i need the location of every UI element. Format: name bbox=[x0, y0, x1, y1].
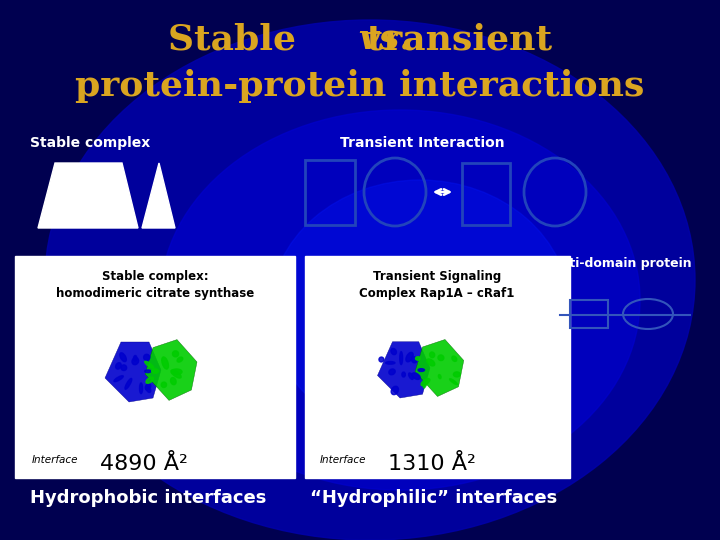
Bar bbox=[570, 300, 608, 328]
Polygon shape bbox=[415, 340, 464, 396]
Ellipse shape bbox=[125, 379, 132, 389]
Ellipse shape bbox=[391, 386, 398, 395]
Ellipse shape bbox=[409, 373, 413, 380]
Ellipse shape bbox=[140, 383, 143, 394]
Text: Transient Signaling
Complex Rap1A – cRaf1: Transient Signaling Complex Rap1A – cRaf… bbox=[359, 270, 515, 300]
Text: 4890 Å²: 4890 Å² bbox=[100, 454, 188, 474]
Ellipse shape bbox=[173, 351, 179, 357]
Ellipse shape bbox=[430, 352, 435, 357]
Text: Transient Interaction: Transient Interaction bbox=[340, 136, 505, 150]
Polygon shape bbox=[145, 340, 197, 400]
Polygon shape bbox=[105, 342, 161, 402]
Ellipse shape bbox=[386, 362, 395, 364]
Ellipse shape bbox=[415, 357, 420, 360]
Bar bbox=[305, 160, 355, 225]
Ellipse shape bbox=[402, 372, 405, 377]
Ellipse shape bbox=[121, 365, 127, 370]
Ellipse shape bbox=[379, 357, 384, 362]
Ellipse shape bbox=[161, 382, 166, 388]
Ellipse shape bbox=[114, 376, 123, 382]
Ellipse shape bbox=[438, 375, 441, 379]
Ellipse shape bbox=[418, 369, 425, 372]
Ellipse shape bbox=[438, 355, 444, 361]
Text: 1310 Å²: 1310 Å² bbox=[388, 454, 476, 474]
Ellipse shape bbox=[171, 370, 181, 378]
Bar bbox=[305, 256, 570, 478]
Text: Stable complex:
homodimeric citrate synthase: Stable complex: homodimeric citrate synt… bbox=[56, 270, 254, 300]
Ellipse shape bbox=[270, 180, 570, 440]
Text: Interface: Interface bbox=[320, 455, 366, 465]
Text: Interface: Interface bbox=[32, 455, 78, 465]
Polygon shape bbox=[377, 342, 430, 398]
Ellipse shape bbox=[151, 369, 158, 373]
Ellipse shape bbox=[411, 357, 417, 363]
Bar bbox=[15, 256, 295, 478]
Ellipse shape bbox=[412, 373, 420, 380]
Text: Multi-domain protein: Multi-domain protein bbox=[544, 256, 692, 269]
Ellipse shape bbox=[449, 379, 457, 384]
Ellipse shape bbox=[116, 363, 121, 369]
Ellipse shape bbox=[452, 356, 456, 361]
Ellipse shape bbox=[146, 387, 150, 393]
Ellipse shape bbox=[177, 357, 183, 362]
Ellipse shape bbox=[132, 357, 139, 364]
Ellipse shape bbox=[421, 379, 430, 386]
Ellipse shape bbox=[162, 357, 168, 369]
Ellipse shape bbox=[391, 348, 397, 355]
Ellipse shape bbox=[145, 370, 151, 373]
Ellipse shape bbox=[423, 379, 428, 388]
Ellipse shape bbox=[400, 352, 402, 365]
Ellipse shape bbox=[145, 361, 154, 368]
Ellipse shape bbox=[120, 353, 126, 362]
Text: protein-protein interactions: protein-protein interactions bbox=[76, 69, 644, 103]
Ellipse shape bbox=[45, 20, 695, 540]
Ellipse shape bbox=[144, 354, 150, 361]
Ellipse shape bbox=[427, 359, 435, 366]
Ellipse shape bbox=[171, 369, 182, 375]
Bar bbox=[462, 163, 510, 225]
Text: Stable         transient: Stable transient bbox=[168, 23, 552, 57]
Ellipse shape bbox=[389, 369, 395, 375]
Text: vs.: vs. bbox=[358, 23, 412, 57]
Ellipse shape bbox=[146, 377, 153, 383]
Ellipse shape bbox=[145, 383, 150, 390]
Polygon shape bbox=[38, 163, 138, 228]
Text: Stable complex: Stable complex bbox=[30, 136, 150, 150]
Ellipse shape bbox=[406, 352, 413, 362]
Ellipse shape bbox=[171, 377, 176, 384]
Ellipse shape bbox=[454, 372, 460, 377]
Polygon shape bbox=[142, 163, 175, 228]
Text: Hydrophobic interfaces: Hydrophobic interfaces bbox=[30, 489, 266, 507]
Text: “Hydrophilic” interfaces: “Hydrophilic” interfaces bbox=[310, 489, 557, 507]
Ellipse shape bbox=[134, 355, 137, 361]
Ellipse shape bbox=[160, 110, 640, 490]
